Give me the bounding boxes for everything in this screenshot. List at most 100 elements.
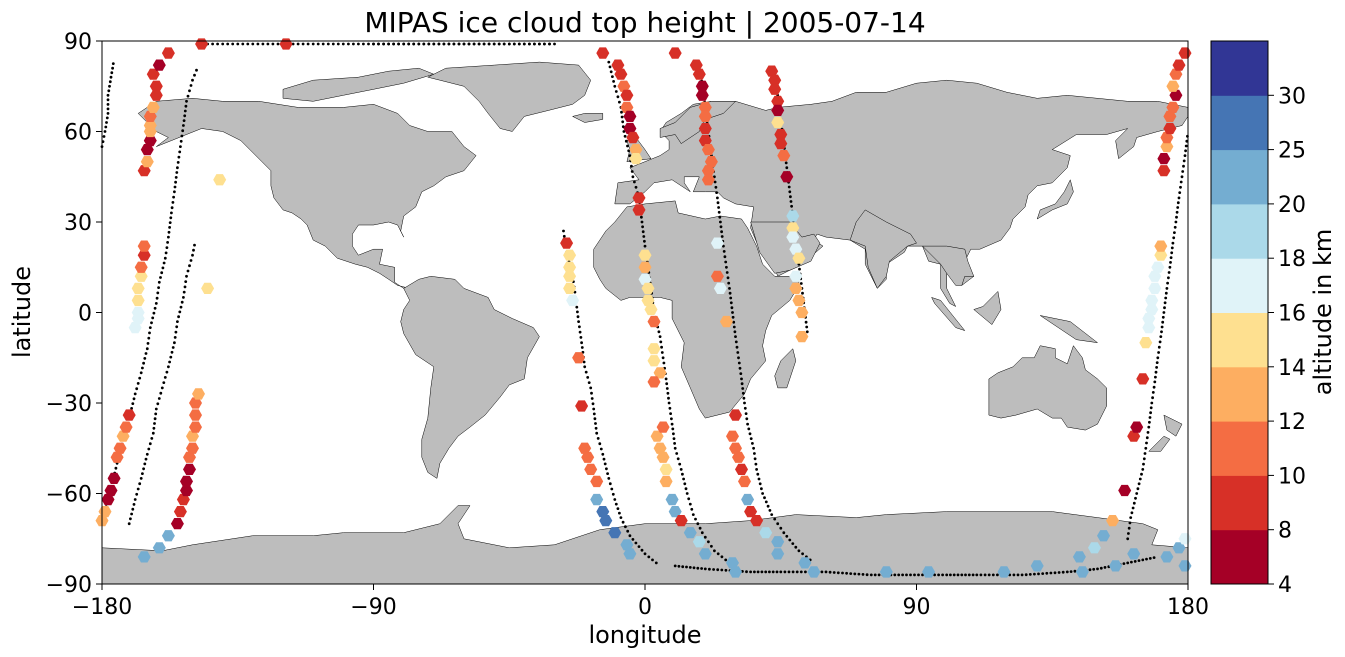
track-dot-8 [211, 42, 215, 46]
track-dot-0 [175, 171, 179, 174]
track-dot-0 [144, 352, 148, 355]
cloud-marker [1097, 530, 1110, 542]
track-dot-2 [605, 467, 608, 471]
track-dot-4 [764, 500, 768, 504]
track-dot-3 [691, 513, 695, 516]
cloud-marker [738, 475, 751, 488]
track-dot-5 [805, 325, 809, 329]
track-dot-8 [538, 42, 541, 46]
track-dot-6 [1157, 351, 1160, 354]
cloud-marker [1157, 153, 1171, 165]
track-dot-3 [660, 345, 663, 349]
track-dot-3 [678, 462, 682, 466]
cloud-marker [620, 101, 634, 113]
cloud-marker [759, 527, 773, 539]
track-dot-0 [186, 94, 190, 98]
polar-track-dot-0 [677, 564, 681, 568]
track-dot-4 [715, 191, 718, 195]
polar-track-dot-0 [1122, 562, 1126, 565]
polar-track-dot-0 [869, 573, 873, 577]
track-dot-3 [669, 412, 672, 415]
track-dot-0 [182, 119, 186, 122]
track-dot-4 [794, 545, 798, 549]
cloud-marker [137, 551, 151, 563]
cloud-marker [1030, 560, 1044, 572]
y-axis: −90 −60 −30 0 30 60 90 [46, 30, 102, 598]
track-dot-8 [251, 42, 255, 46]
track-dot-6 [1179, 185, 1182, 189]
cloud-marker [689, 59, 703, 71]
cloud-marker [632, 204, 646, 216]
track-dot-4 [758, 482, 762, 486]
track-dot-8 [457, 42, 461, 46]
cloud-marker [1118, 484, 1132, 497]
track-dot-4 [725, 265, 728, 269]
track-dot-4 [733, 330, 737, 334]
cloud-marker [719, 315, 733, 328]
polar-track-dot-0 [1065, 570, 1069, 574]
track-dot-7 [106, 112, 110, 115]
track-dot-0 [168, 221, 172, 225]
cloud-marker [629, 153, 643, 165]
track-dot-3 [624, 139, 628, 143]
track-dot-8 [231, 42, 235, 46]
track-dot-6 [1180, 175, 1184, 179]
track-dot-0 [179, 145, 182, 149]
track-dot-6 [1136, 487, 1140, 491]
track-dot-1 [171, 346, 175, 349]
track-dot-3 [685, 492, 689, 495]
track-dot-1 [163, 376, 167, 379]
track-dot-0 [185, 99, 188, 103]
polar-track-dot-0 [905, 573, 908, 577]
track-dot-0 [180, 134, 184, 138]
y-tick-label: −30 [46, 392, 92, 417]
track-dot-2 [584, 370, 588, 374]
track-dot-8 [306, 42, 310, 46]
track-dot-0 [156, 291, 160, 295]
track-dot-8 [497, 42, 501, 46]
track-dot-8 [271, 42, 275, 46]
polar-track-dot-0 [983, 573, 987, 577]
track-dot-3 [671, 427, 675, 431]
track-dot-4 [755, 468, 758, 471]
polar-track-dot-0 [1152, 556, 1156, 559]
polar-track-dot-0 [1045, 571, 1049, 575]
x-tick-label: −180 [72, 595, 132, 620]
colorbar: 4 8 10 12 14 16 18 20 25 30 [1210, 40, 1306, 598]
cloud-marker [780, 171, 794, 183]
track-dot-0 [147, 336, 151, 340]
track-dot-4 [739, 372, 743, 375]
track-dot-4 [753, 457, 757, 461]
track-dot-1 [173, 336, 177, 339]
track-dot-3 [667, 396, 670, 400]
track-dot-0 [143, 357, 147, 360]
colorbar-segment [1211, 95, 1268, 151]
track-dot-3 [672, 437, 676, 440]
track-dot-6 [1151, 391, 1155, 394]
cloud-marker [1160, 551, 1174, 563]
cloud-marker [879, 566, 893, 578]
polar-track-dot-0 [1096, 567, 1099, 571]
track-dot-3 [673, 446, 677, 450]
track-dot-8 [261, 42, 265, 46]
cloud-marker [674, 515, 688, 527]
polar-track-dot-0 [703, 567, 707, 571]
track-dot-0 [179, 139, 183, 143]
track-dot-6 [1127, 526, 1131, 530]
track-dot-4 [768, 509, 772, 512]
cloud-marker [777, 150, 791, 162]
track-dot-1 [192, 248, 195, 252]
cloud-marker [789, 243, 803, 255]
track-dot-1 [182, 290, 186, 294]
track-dot-8 [301, 42, 305, 46]
track-dot-2 [654, 561, 658, 565]
cloud-marker [620, 539, 634, 551]
polar-track-dot-0 [952, 573, 956, 577]
track-dot-2 [577, 320, 580, 323]
polar-track-dot-0 [967, 573, 971, 577]
track-dot-6 [1126, 537, 1130, 541]
track-dot-1 [184, 280, 188, 283]
track-dot-6 [1166, 281, 1169, 285]
track-dot-6 [1146, 431, 1150, 434]
track-dot-4 [729, 296, 733, 300]
